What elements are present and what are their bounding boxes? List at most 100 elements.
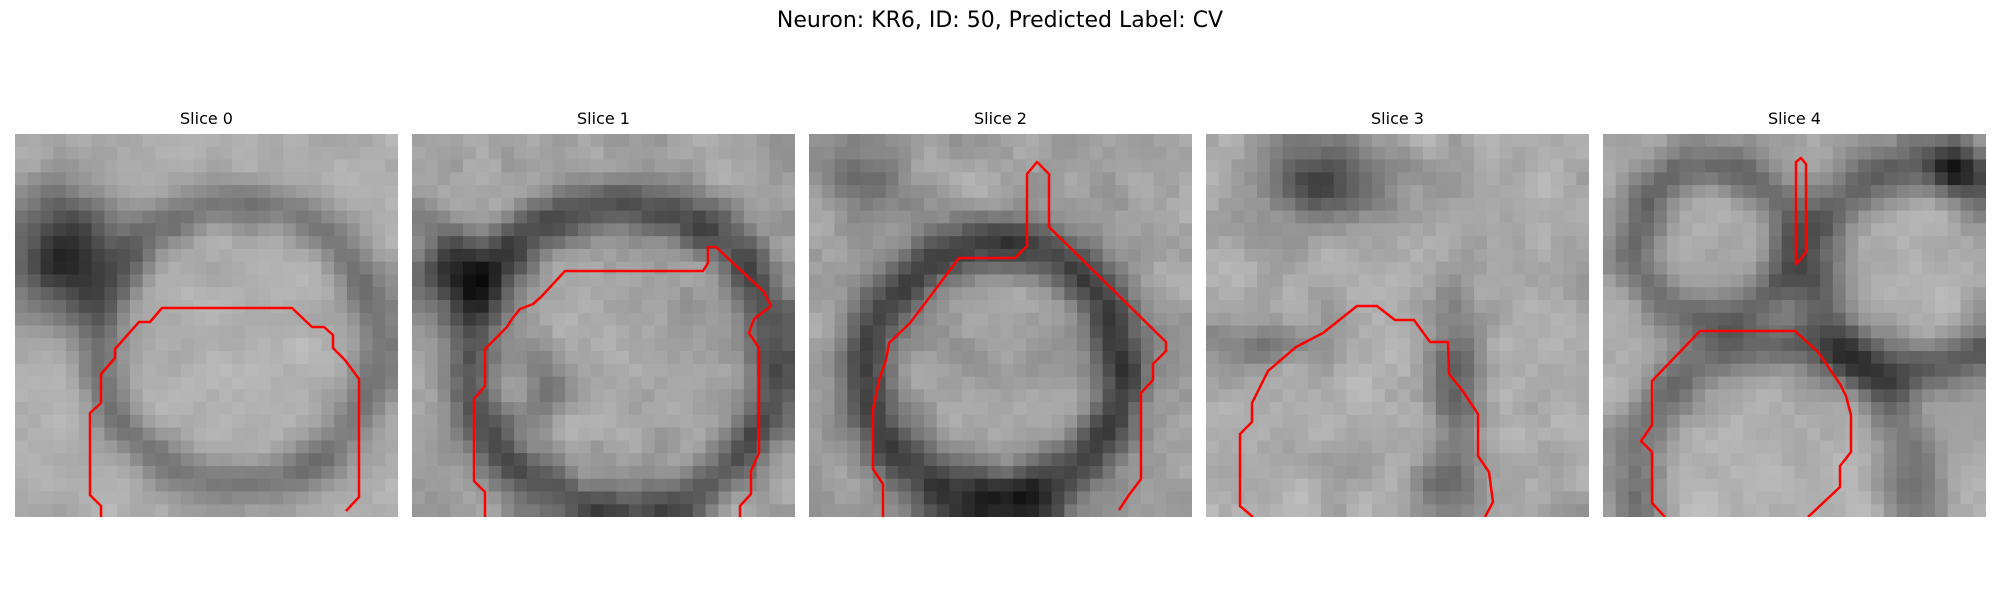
pixel: [1231, 248, 1245, 263]
pixel: [539, 389, 554, 403]
pixel: [705, 351, 719, 365]
pixel: [847, 197, 861, 212]
pixel: [1756, 376, 1770, 390]
pixel: [1333, 287, 1348, 301]
pixel: [1257, 287, 1271, 301]
pixel: [91, 414, 105, 429]
pixel: [1832, 299, 1847, 314]
pixel: [1512, 185, 1526, 199]
pixel: [539, 363, 554, 378]
pixel: [1218, 402, 1233, 416]
pixel: [1038, 376, 1053, 390]
pixel: [1858, 491, 1872, 505]
pixel: [1768, 159, 1783, 173]
pixel: [321, 185, 335, 199]
pixel: [1973, 478, 1986, 493]
pixel: [1871, 453, 1885, 467]
pixel: [911, 325, 925, 339]
pixel: [1384, 453, 1399, 467]
pixel: [424, 223, 439, 237]
pixel: [949, 491, 963, 505]
pixel: [1781, 287, 1796, 301]
pixel: [1896, 287, 1910, 301]
pixel: [692, 376, 707, 390]
pixel: [53, 414, 67, 429]
pixel: [590, 248, 605, 263]
pixel: [488, 312, 502, 327]
pixel: [1486, 363, 1501, 378]
pixel: [1257, 134, 1271, 148]
pixel: [1666, 363, 1681, 378]
pixel: [168, 440, 182, 454]
pixel: [104, 504, 118, 517]
pixel: [78, 287, 93, 301]
pixel: [539, 504, 554, 517]
pixel: [257, 146, 271, 161]
pixel: [1512, 376, 1526, 390]
pixel: [1026, 478, 1040, 493]
pixel: [412, 223, 426, 237]
pixel: [1320, 223, 1335, 237]
pixel: [104, 376, 118, 390]
pixel: [1563, 427, 1577, 441]
pixel: [129, 172, 144, 186]
pixel: [898, 248, 912, 263]
pixel: [809, 351, 823, 365]
pixel: [1550, 159, 1565, 173]
pixel: [1448, 197, 1462, 212]
pixel: [552, 223, 566, 237]
pixel: [1244, 376, 1258, 390]
pixel: [488, 376, 502, 390]
pixel: [180, 236, 195, 250]
pixel: [117, 312, 131, 327]
pixel: [1603, 389, 1617, 403]
pixel: [1166, 351, 1180, 365]
pixel: [1051, 185, 1065, 199]
pixel: [1499, 236, 1513, 250]
pixel: [1320, 363, 1335, 378]
pixel: [257, 287, 271, 301]
pixel: [475, 134, 490, 148]
pixel: [1384, 414, 1399, 429]
pixel: [641, 146, 656, 161]
pixel: [821, 338, 836, 352]
pixel: [1244, 261, 1258, 276]
pixel: [412, 414, 426, 429]
pixel: [1705, 287, 1719, 301]
pixel: [809, 402, 823, 416]
pixel: [1947, 402, 1962, 416]
pixel: [974, 389, 989, 403]
pixel: [809, 261, 823, 276]
pixel: [488, 402, 502, 416]
pixel: [654, 453, 668, 467]
pixel: [1692, 351, 1706, 365]
pixel: [565, 453, 579, 467]
pixel: [1359, 440, 1373, 454]
pixel: [40, 299, 54, 314]
pixel: [321, 465, 335, 480]
pixel: [193, 134, 208, 148]
pixel: [1576, 465, 1589, 480]
pixel: [1051, 338, 1065, 352]
pixel: [334, 146, 348, 161]
pixel: [1934, 504, 1949, 517]
pixel: [705, 299, 719, 314]
pixel: [15, 210, 29, 224]
pixel: [142, 402, 157, 416]
pixel: [1499, 325, 1513, 339]
pixel: [565, 465, 579, 480]
pixel: [1960, 376, 1974, 390]
pixel: [923, 236, 938, 250]
pixel: [1871, 351, 1885, 365]
pixel: [1666, 210, 1681, 224]
pixel: [1474, 197, 1488, 212]
pixel: [821, 504, 836, 517]
pixel: [1064, 363, 1078, 378]
pixel: [1461, 287, 1475, 301]
pixel: [1051, 504, 1065, 517]
pixel: [117, 274, 131, 288]
pixel: [1947, 274, 1962, 288]
pixel: [1115, 351, 1129, 365]
pixel: [1717, 402, 1732, 416]
pixel: [1550, 325, 1565, 339]
